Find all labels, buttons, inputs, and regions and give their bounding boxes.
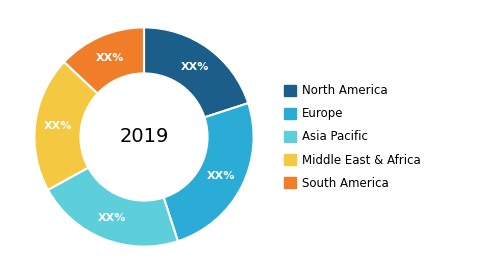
Wedge shape [64,27,144,93]
Text: XX%: XX% [96,53,124,62]
Text: XX%: XX% [98,213,126,222]
Text: XX%: XX% [44,121,72,131]
Text: 2019: 2019 [120,127,168,147]
Wedge shape [48,168,178,247]
Legend: North America, Europe, Asia Pacific, Middle East & Africa, South America: North America, Europe, Asia Pacific, Mid… [284,84,421,190]
Wedge shape [144,27,248,117]
Wedge shape [35,62,97,190]
Text: XX%: XX% [180,62,209,72]
Wedge shape [164,103,253,241]
Text: XX%: XX% [207,171,235,181]
